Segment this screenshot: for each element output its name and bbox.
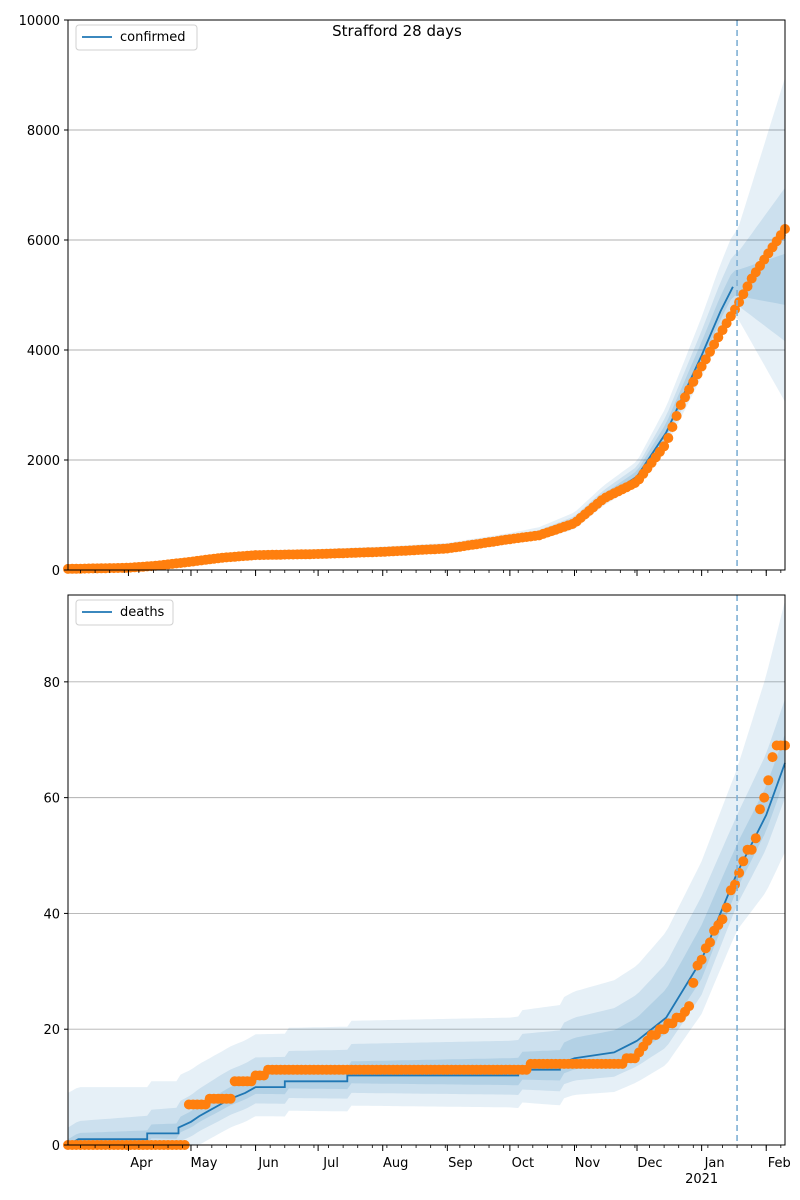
deaths-observed-point-161: [734, 867, 745, 878]
deaths-observed-point-157: [717, 914, 728, 925]
xtick-label-4: Aug: [383, 1156, 408, 1171]
confirmed-legend-box: [75, 24, 198, 51]
deaths-observed-point-167: [759, 792, 770, 803]
confirmed-ytick-label-5: 10000: [19, 14, 60, 29]
panel-confirmed: 0 2000 4000 6000 8000 10000 confirmed: [19, 14, 790, 579]
confirmed-frame: [67, 19, 786, 571]
deaths-observed-point-160: [730, 879, 740, 890]
confirmed-yticks: 0 2000 4000 6000 8000 10000: [19, 14, 68, 579]
xtick-label-1: May: [191, 1156, 218, 1171]
xtick-label-9: Jan: [704, 1156, 725, 1171]
deaths-frame: [67, 594, 786, 1146]
deaths-legend: deaths: [75, 599, 174, 626]
confirmed-observed-point-162: [738, 289, 749, 300]
deaths-observed-point-164: [746, 844, 757, 855]
xtick-label-0: Apr: [130, 1156, 153, 1171]
confirmed-observed-point-150: [688, 376, 699, 387]
deaths-observed-point-154: [705, 937, 715, 948]
deaths-band-2: [68, 600, 785, 1145]
confirmed-observed: [63, 224, 790, 574]
deaths-band-0: [68, 733, 785, 1145]
deaths-observed-point-162: [738, 856, 749, 867]
confirmed-observed-point-153: [700, 354, 711, 365]
deaths-band-1: [68, 699, 785, 1145]
deaths-legend-label: deaths: [120, 605, 165, 620]
confirmed-observed-point-148: [680, 392, 690, 403]
panel-deaths: 0 20 40 60 80 Apr May Jun Jul Aug Sep Oct Nov Dec Jan…: [43, 594, 791, 1187]
confirmed-observed-point-149: [684, 384, 695, 395]
xtick-label-8: Dec: [637, 1156, 662, 1171]
deaths-ytick-label-3: 60: [43, 792, 60, 807]
deaths-ytick-label-0: 0: [52, 1139, 60, 1154]
xtick-label-6: Oct: [512, 1156, 534, 1171]
deaths-xticks: Apr May Jun Jul Aug Sep Oct Nov Dec Jan Feb 2021: [80, 1145, 791, 1187]
deaths-yticks: 0 20 40 60 80: [43, 676, 68, 1154]
confirmed-observed-point-143: [659, 441, 670, 452]
confirmed-ytick-label-2: 4000: [27, 344, 60, 359]
confirmed-observed-point-147: [675, 400, 686, 410]
confirmed-ytick-label-4: 8000: [27, 124, 60, 139]
confirmed-observed-point-154: [705, 346, 715, 357]
confirmed-observed-point-145: [667, 422, 678, 432]
xtick-label-10: Feb: [768, 1156, 791, 1171]
deaths-observed-point-169: [767, 752, 778, 763]
deaths-observed-point-166: [755, 804, 765, 815]
deaths-observed-point-149: [684, 1001, 695, 1012]
chart-title: Strafford 28 days: [332, 22, 462, 40]
deaths-observed-point-152: [696, 954, 707, 965]
confirmed-line: [67, 286, 734, 570]
xtick-year-label: 2021: [685, 1172, 718, 1187]
deaths-observed-point-158: [721, 902, 732, 913]
confirmed-observed-point-146: [671, 411, 682, 421]
confirmed-legend-label: confirmed: [120, 30, 186, 45]
confirmed-grid: [68, 19, 785, 571]
confirmed-xticks: [80, 570, 782, 576]
confirmed-bands: [68, 77, 785, 569]
confirmed-observed-point-163: [742, 281, 753, 292]
confirmed-observed-point-152: [696, 361, 707, 372]
confirmed-ytick-label-1: 2000: [27, 454, 60, 469]
xtick-label-2: Jun: [257, 1156, 278, 1171]
deaths-observed-point-168: [763, 775, 774, 786]
deaths-observed-point-165: [750, 833, 761, 844]
deaths-bands: [68, 600, 785, 1145]
confirmed-ytick-label-0: 0: [52, 564, 60, 579]
xtick-label-5: Sep: [448, 1156, 473, 1171]
deaths-legend-box: [75, 599, 174, 626]
deaths-observed-point-39: [225, 1093, 236, 1104]
confirmed-observed-point-155: [709, 339, 720, 350]
xtick-label-3: Jul: [322, 1156, 339, 1171]
deaths-observed-point-150: [688, 977, 699, 988]
confirmed-ytick-label-3: 6000: [27, 234, 60, 249]
confirmed-observed-point-144: [663, 433, 674, 443]
xtick-label-7: Nov: [575, 1156, 601, 1171]
confirmed-observed-point-151: [692, 369, 703, 380]
deaths-ytick-label-4: 80: [43, 676, 60, 691]
confirmed-legend: confirmed: [75, 24, 198, 51]
confirmed-band-2: [68, 77, 785, 569]
deaths-ytick-label-2: 40: [43, 907, 60, 922]
deaths-ytick-label-1: 20: [43, 1023, 60, 1038]
